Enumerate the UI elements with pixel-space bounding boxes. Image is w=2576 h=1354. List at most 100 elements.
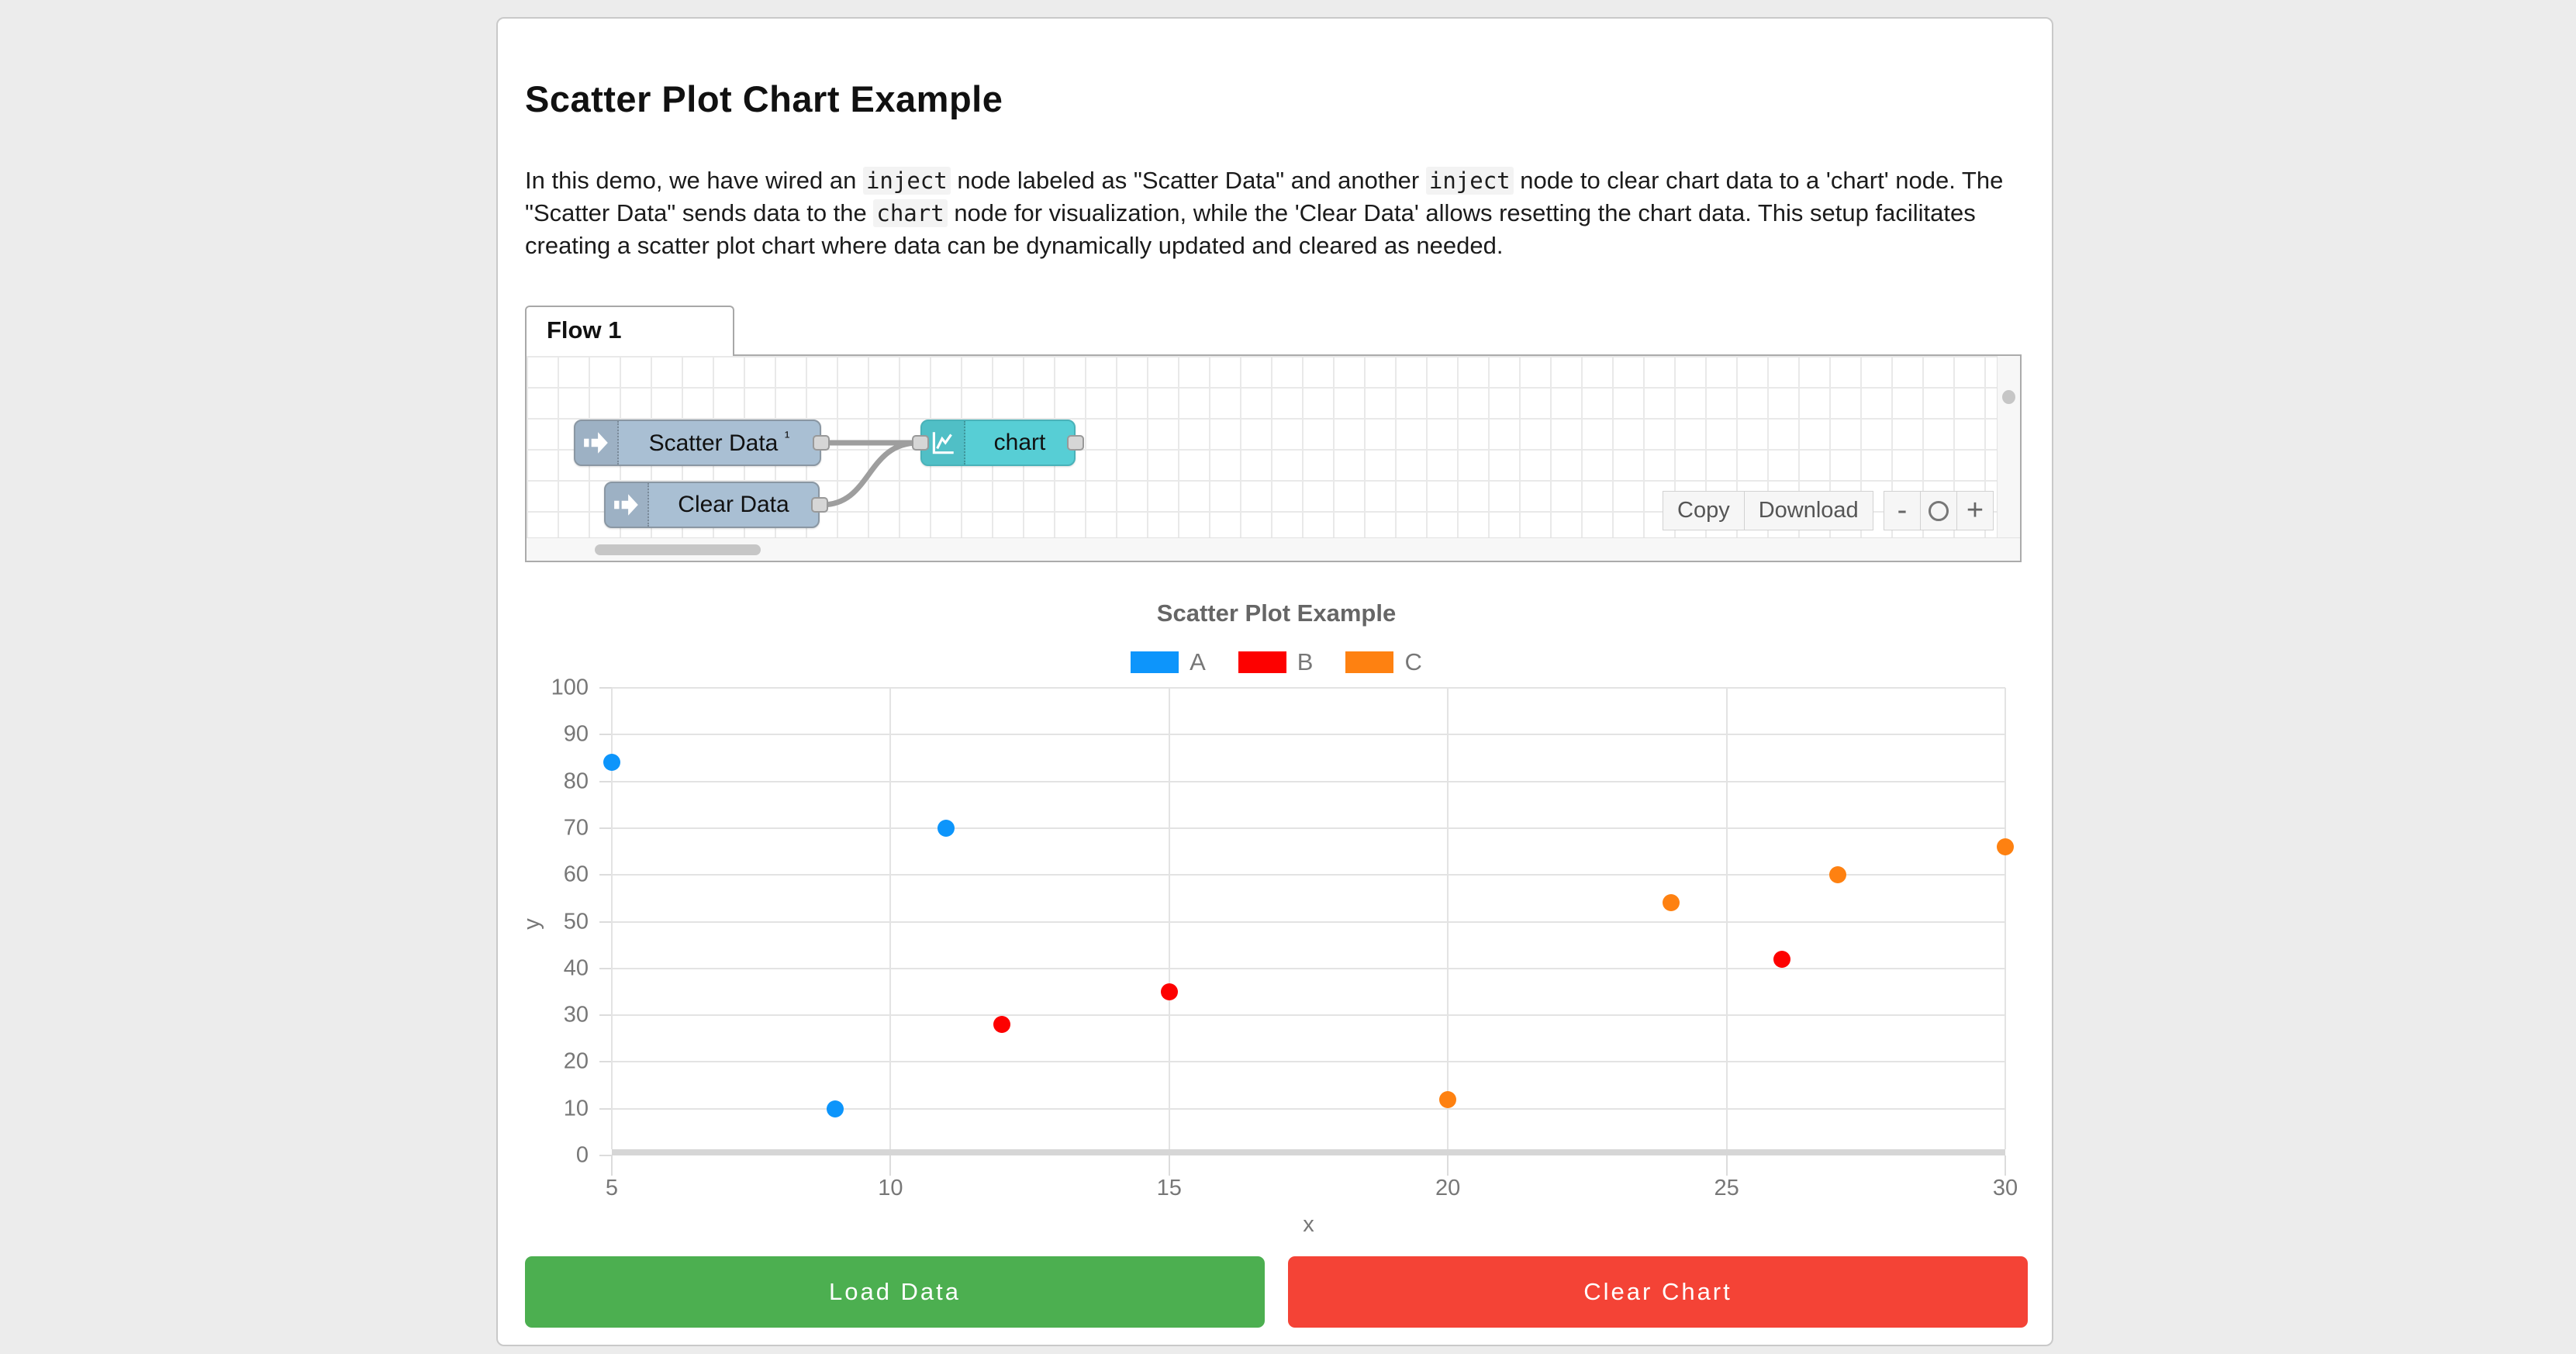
legend-entry: C xyxy=(1345,648,1422,676)
y-tick-label: 0 xyxy=(575,1142,589,1168)
y-tick-label: 70 xyxy=(563,815,589,841)
gridline xyxy=(612,827,2005,829)
y-axis-title: y xyxy=(519,918,544,930)
gridline xyxy=(889,688,892,1149)
description-paragraph: In this demo, we have wired an inject no… xyxy=(525,164,2005,261)
node-label: Scatter Data ¹ xyxy=(648,429,790,456)
x-tick xyxy=(1725,1155,1728,1176)
x-tick-label: 25 xyxy=(1714,1176,1739,1200)
y-tick-label: 90 xyxy=(563,721,589,747)
scatter-point xyxy=(1829,866,1847,884)
y-tick xyxy=(599,967,612,969)
y-tick-label: 20 xyxy=(563,1048,589,1074)
y-tick xyxy=(599,921,612,923)
chart-title: Scatter Plot Example xyxy=(1156,599,1397,627)
legend-entry: A xyxy=(1131,648,1206,676)
x-tick xyxy=(1168,1155,1170,1176)
description-text: node labeled as "Scatter Data" and anoth… xyxy=(950,167,1426,194)
horizontal-scrollbar[interactable] xyxy=(527,537,2020,561)
output-port[interactable] xyxy=(813,435,830,451)
legend-entry: B xyxy=(1238,648,1314,676)
gridline xyxy=(612,780,2005,782)
gridline xyxy=(612,967,2005,969)
scatter-point xyxy=(1160,983,1178,1000)
gridline xyxy=(612,921,2005,923)
y-tick xyxy=(599,1014,612,1017)
legend-swatch xyxy=(1131,651,1179,673)
x-tick-label: 5 xyxy=(605,1176,619,1200)
gridline xyxy=(2005,688,2006,1149)
x-tick-label: 30 xyxy=(1992,1176,2018,1200)
input-port[interactable] xyxy=(912,435,929,451)
plus-icon: + xyxy=(1966,494,1984,527)
download-button[interactable]: Download xyxy=(1743,491,1873,530)
clear-chart-button[interactable]: Clear Chart xyxy=(1288,1256,2028,1328)
chart-legend: A B C xyxy=(525,648,2028,676)
gridline xyxy=(1447,688,1449,1149)
node-chart[interactable]: chart xyxy=(912,420,1084,466)
legend-label: A xyxy=(1190,648,1206,675)
gridline xyxy=(612,874,2005,876)
y-tick xyxy=(599,734,612,736)
legend-swatch xyxy=(1345,651,1394,673)
zoom-in-button[interactable]: + xyxy=(1956,491,1994,530)
page-title: Scatter Plot Chart Example xyxy=(525,78,1003,119)
gridline xyxy=(1168,688,1170,1149)
description-text: In this demo, we have wired an xyxy=(525,167,863,194)
flow-editor-canvas[interactable]: Scatter Data ¹ Clear Data xyxy=(525,354,2022,562)
y-tick-label: 30 xyxy=(563,1002,589,1028)
y-tick-label: 80 xyxy=(563,769,589,794)
output-port[interactable] xyxy=(1067,435,1084,451)
flow-tab-label: Flow 1 xyxy=(547,316,622,344)
y-tick xyxy=(599,874,612,876)
node-label: Clear Data xyxy=(678,492,789,517)
x-tick xyxy=(2005,1155,2006,1176)
gridline xyxy=(612,687,2005,689)
y-tick-label: 60 xyxy=(563,862,589,887)
y-tick-label: 100 xyxy=(551,675,589,700)
circle-icon xyxy=(1929,500,1949,521)
gridline xyxy=(612,1107,2005,1110)
scatter-point xyxy=(1997,838,2014,856)
y-tick xyxy=(599,827,612,829)
y-tick xyxy=(599,1107,612,1110)
legend-swatch xyxy=(1238,651,1286,673)
scatter-point xyxy=(826,1100,844,1117)
gridline xyxy=(1725,688,1728,1149)
legend-label: B xyxy=(1297,648,1314,675)
zoom-out-button[interactable]: - xyxy=(1884,491,1921,530)
gridline xyxy=(611,688,613,1149)
flow-tab[interactable]: Flow 1 xyxy=(525,306,734,356)
gridline xyxy=(612,734,2005,736)
legend-label: C xyxy=(1404,648,1422,675)
y-tick xyxy=(599,1155,612,1156)
minus-icon: - xyxy=(1897,494,1908,527)
x-tick-label: 20 xyxy=(1435,1176,1461,1200)
scatter-point xyxy=(993,1016,1011,1034)
action-buttons: Load Data Clear Chart xyxy=(525,1256,2028,1328)
zoom-reset-button[interactable] xyxy=(1920,491,1957,530)
y-tick xyxy=(599,1061,612,1063)
node-inject-scatter-data[interactable]: Scatter Data ¹ xyxy=(574,420,830,466)
line-chart-icon xyxy=(922,421,965,465)
gridline xyxy=(612,1014,2005,1017)
scatter-chart: y 0 10 20 30 40 50 60 70 80 90 100 5 10 15 20 25 30 x xyxy=(520,675,2028,1254)
load-data-button[interactable]: Load Data xyxy=(525,1256,1265,1328)
copy-button[interactable]: Copy xyxy=(1663,491,1745,530)
y-tick-label: 40 xyxy=(563,955,589,981)
y-tick-label: 10 xyxy=(563,1096,589,1121)
zoom-controls: - + xyxy=(1884,491,1994,530)
x-tick xyxy=(611,1155,613,1176)
horizontal-scrollbar-thumb[interactable] xyxy=(595,544,761,555)
inline-code: chart xyxy=(873,199,948,227)
vertical-scrollbar-thumb[interactable] xyxy=(2002,390,2015,404)
scatter-point xyxy=(603,754,620,772)
x-tick-label: 15 xyxy=(1156,1176,1182,1200)
canvas-toolbar: Copy Download xyxy=(1663,491,1873,530)
output-port[interactable] xyxy=(811,497,828,513)
inline-code: inject xyxy=(1425,167,1514,195)
scatter-point xyxy=(1439,1090,1457,1108)
y-tick xyxy=(599,780,612,782)
vertical-scrollbar[interactable] xyxy=(1997,356,2020,537)
node-inject-clear-data[interactable]: Clear Data xyxy=(604,482,828,528)
